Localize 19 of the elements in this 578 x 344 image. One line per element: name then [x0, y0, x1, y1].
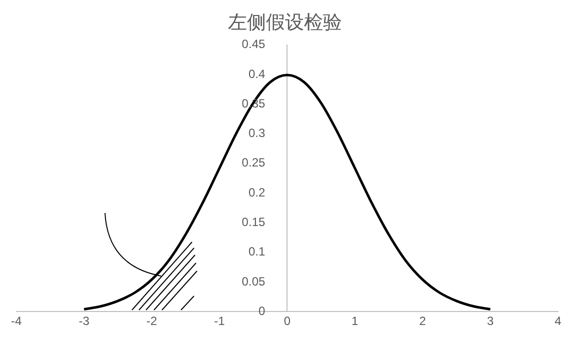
x-tick-label: -4	[11, 314, 22, 328]
x-tick-label: 3	[486, 314, 494, 328]
y-tick-label: 0.25	[242, 156, 266, 170]
x-tick-label: -1	[214, 314, 226, 328]
y-tick-label: 0.1	[248, 244, 266, 259]
x-tick-label: 2	[419, 314, 426, 328]
y-tick-label: 0.45	[242, 37, 266, 52]
y-tick-label: 0	[258, 304, 266, 318]
x-tick-label: -3	[78, 314, 90, 328]
chart-title: 左侧假设检验	[228, 11, 342, 34]
x-tick-label: -2	[146, 314, 158, 328]
y-tick-label: 0.15	[242, 214, 266, 229]
y-tick-label: 0.2	[248, 185, 266, 200]
x-tick-label: 1	[352, 314, 359, 328]
x-tick-label: 4	[554, 314, 562, 328]
x-tick-label: 0	[284, 314, 291, 328]
y-tick-label: 0.4	[248, 66, 266, 81]
y-tick-label: 0.3	[248, 126, 266, 140]
y-tick-label: 0.05	[242, 274, 266, 288]
